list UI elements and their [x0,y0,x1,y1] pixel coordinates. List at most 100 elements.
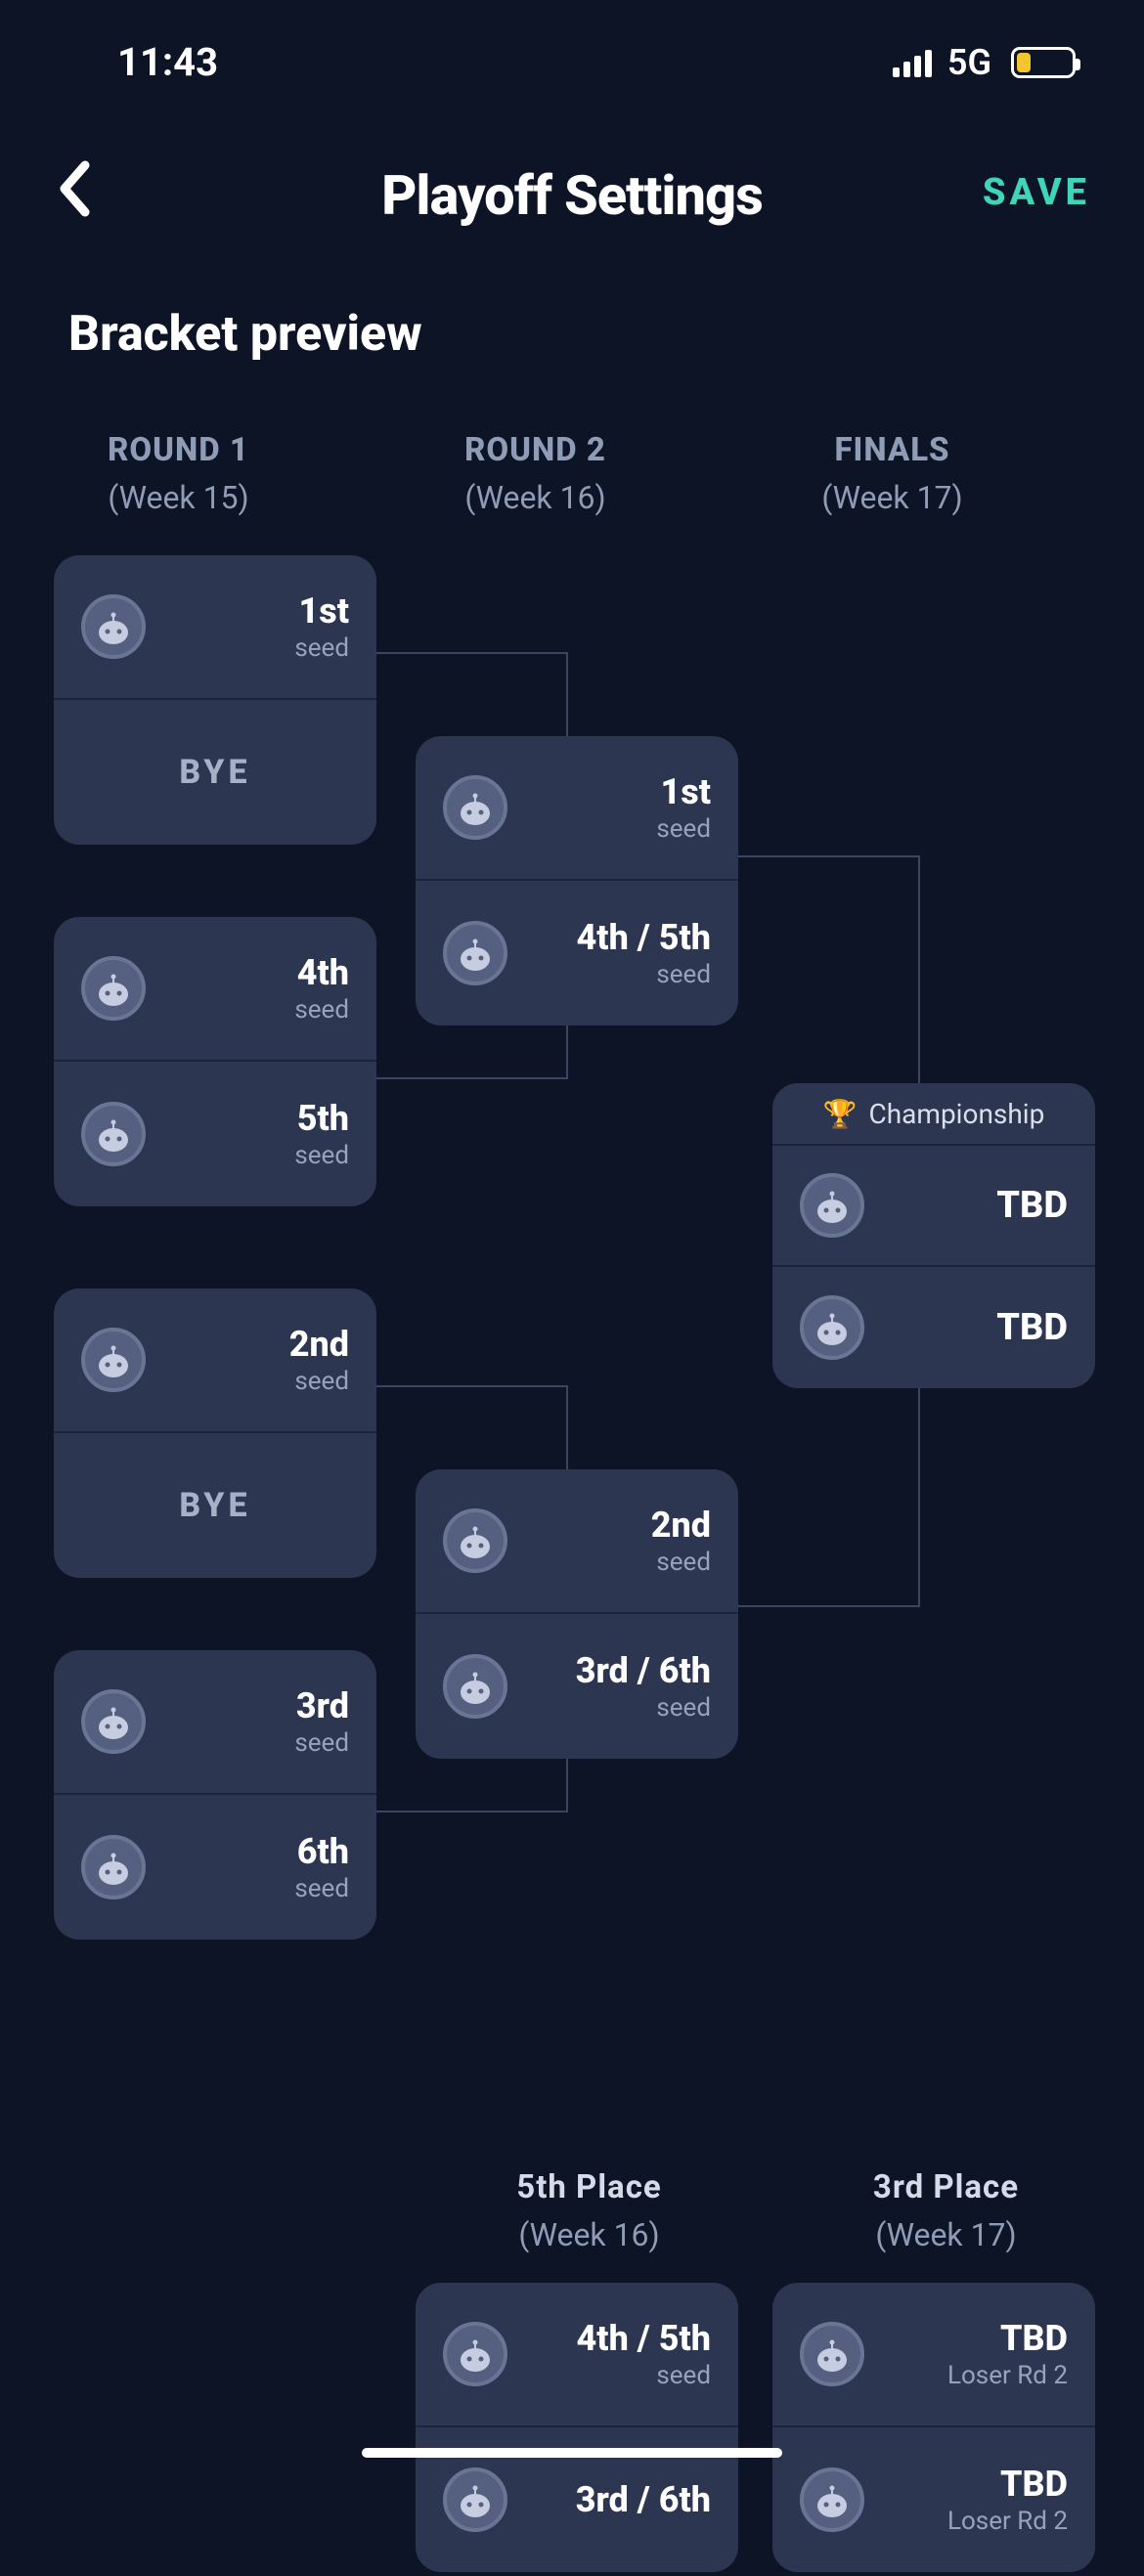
round-header-1: ROUND 1 (Week 15) [0,431,357,516]
page-title: Playoff Settings [381,163,763,228]
consolation-name: 5th Place [411,2168,768,2206]
consolation-match-2: TBD Loser Rd 2 TBD Loser Rd 2 [772,2283,1095,2572]
finals-match: 🏆 Championship TBD TBD [772,1083,1095,1388]
bye-label: BYE [179,753,250,792]
status-bar: 11:43 5G [0,0,1144,85]
seed-label: 3rd / 6th [576,2479,711,2520]
seed-sublabel: seed [294,995,349,1025]
consolation-week: (Week 16) [411,2216,768,2253]
seed-label: TBD [996,1306,1068,1349]
consolation-week: (Week 17) [768,2216,1124,2253]
seed-label: 4th [294,952,349,993]
team-avatar [81,1328,146,1392]
battery-icon [1011,47,1076,78]
slot-text: TBD Loser Rd 2 [947,2464,1068,2536]
status-right: 5G [893,42,1076,83]
team-avatar [443,1654,507,1719]
trophy-icon: 🏆 [823,1098,858,1130]
seed-sublabel: seed [577,2361,711,2390]
consolation-header-1: 5th Place (Week 16) [411,2168,768,2253]
match-slot: TBD Loser Rd 2 [772,2283,1095,2427]
seed-label: 1st [656,771,711,812]
seed-label: 2nd [289,1324,349,1365]
seed-sublabel: seed [294,633,349,663]
match-slot: 1st seed [416,736,738,881]
seed-label: 3rd / 6th [576,1650,711,1691]
home-indicator[interactable] [362,2448,782,2458]
round-week: (Week 16) [357,479,714,516]
slot-text: 4th seed [294,952,349,1025]
slot-text: 3rd / 6th seed [576,1650,711,1723]
slot-text: 1st seed [656,771,711,844]
signal-icon [893,48,932,77]
match-slot: TBD Loser Rd 2 [772,2427,1095,2572]
round-week: (Week 17) [714,479,1071,516]
round-name: ROUND 1 [0,431,357,469]
r2-match-1: 1st seed 4th / 5th seed [416,736,738,1026]
round-name: ROUND 2 [357,431,714,469]
match-slot: 4th seed [54,917,376,1062]
match-slot-bye: BYE [54,700,376,845]
seed-label: TBD [996,1184,1068,1227]
match-slot: 3rd seed [54,1650,376,1795]
team-avatar [443,2467,507,2532]
round-header-3: FINALS (Week 17) [714,431,1071,516]
team-avatar [800,2322,864,2386]
match-slot: 4th / 5th seed [416,2283,738,2427]
team-avatar [443,1508,507,1573]
consolation-name: 3rd Place [768,2168,1124,2206]
seed-label: TBD [947,2464,1068,2505]
seed-sublabel: seed [294,1874,349,1903]
round-name: FINALS [714,431,1071,469]
round-header-2: ROUND 2 (Week 16) [357,431,714,516]
match-slot: 5th seed [54,1062,376,1206]
team-avatar [443,921,507,985]
seed-sublabel: seed [656,814,711,844]
team-avatar [81,1689,146,1754]
match-slot: 3rd / 6th seed [416,1614,738,1759]
match-slot-bye: BYE [54,1433,376,1578]
slot-text: 3rd / 6th [576,2479,711,2520]
slot-text: TBD Loser Rd 2 [947,2318,1068,2390]
match-slot: TBD [772,1267,1095,1388]
match-slot: TBD [772,1146,1095,1267]
r1-match-1: 1st seed BYE [54,555,376,845]
team-avatar [81,594,146,659]
network-label: 5G [947,42,991,83]
seed-label: 5th [294,1098,349,1139]
back-button[interactable] [54,159,112,218]
seed-label: 1st [294,590,349,632]
seed-label: 6th [294,1831,349,1872]
team-avatar [81,1835,146,1899]
match-slot: 1st seed [54,555,376,700]
round-headers: ROUND 1 (Week 15) ROUND 2 (Week 16) FINA… [0,363,1144,516]
seed-sublabel: Loser Rd 2 [947,2507,1068,2536]
r1-match-2: 4th seed 5th seed [54,917,376,1206]
seed-sublabel: Loser Rd 2 [947,2361,1068,2390]
save-button[interactable]: SAVE [983,171,1090,214]
slot-text: 2nd seed [289,1324,349,1396]
slot-text: 4th / 5th seed [577,2318,711,2390]
team-avatar [81,956,146,1021]
match-slot: 2nd seed [54,1288,376,1433]
slot-text: 3rd seed [294,1685,349,1758]
seed-label: 2nd [651,1505,711,1546]
team-avatar [800,1173,864,1238]
r1-match-3: 2nd seed BYE [54,1288,376,1578]
slot-text: TBD [996,1184,1068,1227]
slot-text: 5th seed [294,1098,349,1170]
slot-text: 6th seed [294,1831,349,1903]
slot-text: 2nd seed [651,1505,711,1577]
team-avatar [800,2467,864,2532]
chevron-left-icon [54,159,93,218]
team-avatar [800,1295,864,1360]
slot-text: 1st seed [294,590,349,663]
championship-label: Championship [869,1098,1045,1130]
status-time: 11:43 [117,39,218,85]
slot-text: 4th / 5th seed [577,917,711,989]
bye-label: BYE [179,1486,250,1525]
consolation-match-1: 4th / 5th seed 3rd / 6th [416,2283,738,2572]
bracket: 1st seed BYE 4th seed 5th seed [0,555,1144,2168]
round-week: (Week 15) [0,479,357,516]
match-slot: 4th / 5th seed [416,881,738,1026]
